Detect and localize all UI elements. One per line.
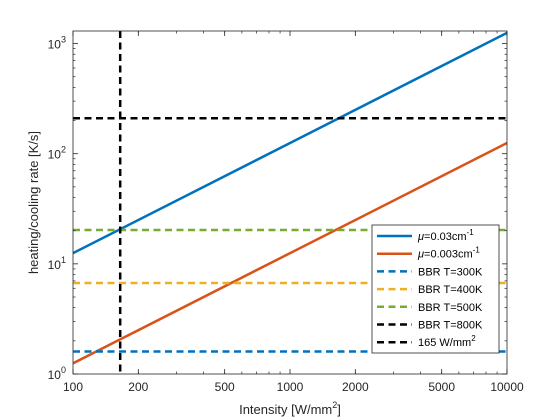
y-tick-label: 102 xyxy=(48,145,66,162)
y-tick-label: 101 xyxy=(48,255,66,272)
legend: μ=0.03cm-1 μ=0.003cm-1 BBR T=300K BBR T=400… xyxy=(371,224,500,354)
ticks-layer xyxy=(72,31,508,375)
y-axis-label: heating/cooling rate [K/s] xyxy=(26,131,41,274)
y-tick-label: 103 xyxy=(48,35,66,52)
legend-entry-mu-0-003cm: μ=0.003cm-1 xyxy=(417,246,480,261)
x-tick-label: 200 xyxy=(128,380,148,394)
legend-entry-bbr-t-500k: BBR T=500K xyxy=(418,302,483,314)
labels-layer: 100 200 500 1000 2000 5000 10000100101102103In… xyxy=(26,35,524,417)
x-tick-label: 5000 xyxy=(428,380,455,394)
x-tick-label: 10000 xyxy=(490,380,524,394)
legend-entry-mu-0-03cm: μ=0.03cm-1 xyxy=(417,228,474,243)
series-mu-0-03cm xyxy=(73,31,507,255)
x-tick-label: 100 xyxy=(63,380,83,394)
legend-entry-bbr-t-800k: BBR T=800K xyxy=(418,320,483,332)
legend-box xyxy=(371,224,500,354)
x-tick-label: 1000 xyxy=(277,380,304,394)
series-mu-0-003cm xyxy=(73,141,507,365)
legend-entry-bbr-t-400k: BBR T=400K xyxy=(418,284,483,296)
x-axis-label: Intensity [W/mm2] xyxy=(239,400,341,417)
legend-entry-bbr-t-300k: BBR T=300K xyxy=(418,266,483,278)
x-tick-label: 500 xyxy=(215,380,235,394)
x-tick-label: 2000 xyxy=(342,380,369,394)
legend-entry-165-w-mm: 165 W/mm2 xyxy=(418,334,476,349)
